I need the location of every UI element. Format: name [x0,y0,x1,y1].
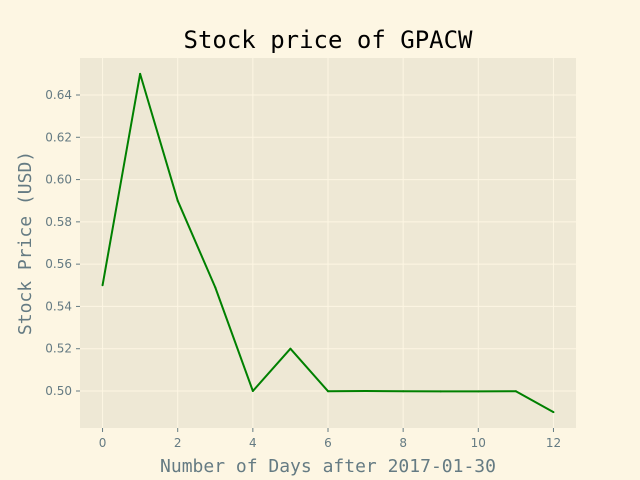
data-point [552,411,555,414]
x-tick-label: 4 [249,436,257,450]
x-tick-label: 12 [546,436,561,450]
data-point [251,390,254,392]
data-point [364,390,367,392]
y-axis-ticks: 0.50 0.52 0.54 0.56 0.58 0.60 0.62 0.64 [45,88,80,398]
y-tick-label: 0.60 [45,173,72,187]
y-tick-label: 0.52 [45,342,72,356]
data-point [101,284,104,287]
x-tick-label: 0 [99,436,107,450]
x-axis-label: Number of Days after 2017-01-30 [160,456,496,477]
y-tick-label: 0.58 [45,215,72,229]
x-tick-label: 2 [174,436,182,450]
data-point [439,390,442,393]
y-axis-label: Stock Price (USD) [15,151,36,335]
y-tick-label: 0.54 [45,299,72,313]
data-point [139,72,142,75]
data-point [289,347,292,350]
x-tick-label: 6 [324,436,332,450]
x-axis-ticks: 0 2 4 6 8 10 12 [99,428,561,450]
y-tick-label: 0.62 [45,130,72,144]
grid-lines [80,58,576,428]
data-point [214,286,217,289]
x-tick-label: 10 [471,436,486,450]
data-point [327,390,329,393]
y-tick-label: 0.56 [45,257,72,271]
data-point [477,390,480,393]
data-point [402,390,405,393]
x-tick-label: 8 [399,436,407,450]
data-point [176,199,179,202]
y-tick-label: 0.50 [45,384,72,398]
y-tick-label: 0.64 [45,88,72,102]
data-point [514,390,517,393]
series-lines [101,72,555,414]
chart-title: Stock price of GPACW [184,26,474,54]
